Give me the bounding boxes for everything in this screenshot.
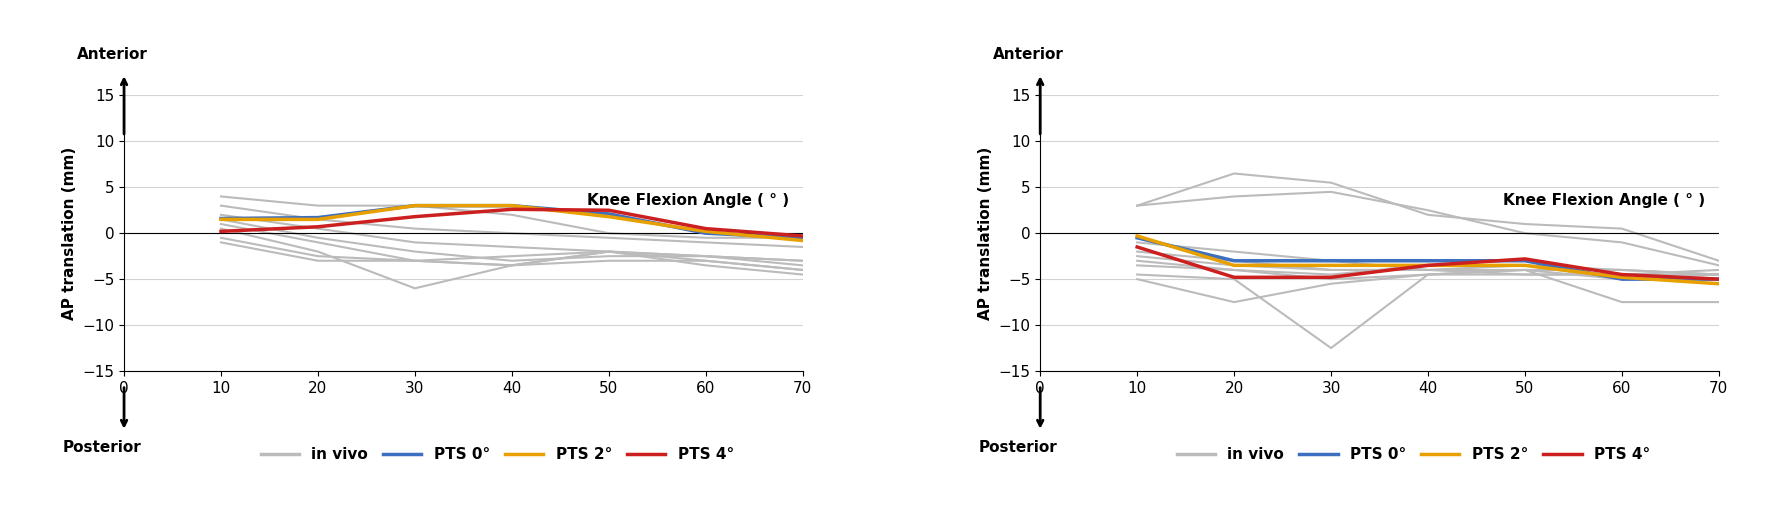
- Y-axis label: AP translation (mm): AP translation (mm): [978, 147, 992, 320]
- Legend: in vivo, PTS 0°, PTS 2°, PTS 4°: in vivo, PTS 0°, PTS 2°, PTS 4°: [255, 441, 741, 468]
- Text: Posterior: Posterior: [64, 440, 142, 455]
- Text: Knee Flexion Angle ( ° ): Knee Flexion Angle ( ° ): [587, 192, 789, 208]
- Y-axis label: AP translation (mm): AP translation (mm): [62, 147, 76, 320]
- Text: Anterior: Anterior: [992, 47, 1063, 63]
- Text: Knee Flexion Angle ( ° ): Knee Flexion Angle ( ° ): [1503, 192, 1705, 208]
- Text: Anterior: Anterior: [76, 47, 147, 63]
- Legend: in vivo, PTS 0°, PTS 2°, PTS 4°: in vivo, PTS 0°, PTS 2°, PTS 4°: [1171, 441, 1657, 468]
- Text: Posterior: Posterior: [980, 440, 1058, 455]
